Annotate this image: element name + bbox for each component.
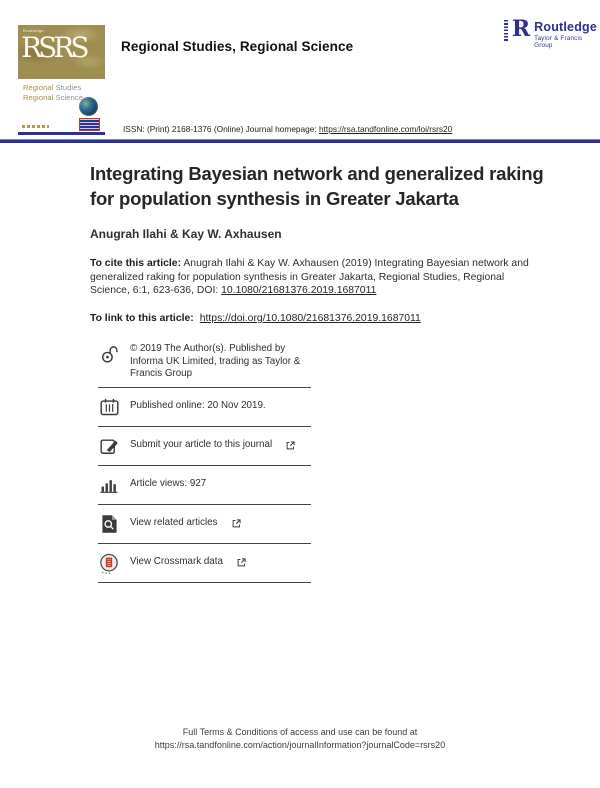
- article-meta-list: © 2019 The Author(s). Published by Infor…: [98, 341, 311, 583]
- doi-link[interactable]: 10.1080/21681376.2019.1687011: [221, 285, 377, 297]
- list-item-crossmark[interactable]: View Crossmark data: [98, 544, 311, 583]
- list-item-submit-article[interactable]: Submit your article to this journal: [98, 427, 311, 466]
- related-articles-link[interactable]: View related articles: [130, 517, 218, 529]
- related-articles-icon: [98, 513, 120, 534]
- cover-gold-band: Routledge RSRS: [18, 25, 105, 79]
- calendar-icon: [98, 397, 120, 416]
- submit-article-link[interactable]: Submit your article to this journal: [130, 439, 273, 451]
- list-item-copyright: © 2019 The Author(s). Published by Infor…: [98, 341, 311, 388]
- terms-footer-url: https://rsa.tandfonline.com/action/journ…: [154, 740, 446, 750]
- cover-acronym: RSRS: [21, 31, 90, 64]
- issn-text: ISSN: (Print) 2168-1376 (Online) Journal…: [123, 124, 320, 134]
- issn-homepage-line: ISSN: (Print) 2168-1376 (Online) Journal…: [123, 124, 452, 134]
- external-link-icon: [232, 515, 241, 533]
- bar-chart-icon: [98, 476, 120, 494]
- published-online-text: Published online: 20 Nov 2019.: [130, 400, 266, 412]
- terms-footer: Full Terms & Conditions of access and us…: [0, 726, 600, 752]
- link-label: To link to this article:: [90, 313, 194, 324]
- routledge-logo-name: Routledge: [534, 20, 598, 34]
- cite-label: To cite this article:: [90, 258, 182, 269]
- routledge-logo-strip: [504, 20, 508, 41]
- cover-bottom-band: [18, 132, 105, 135]
- routledge-r-icon: R: [511, 16, 531, 42]
- cover-imprint-label: Routledge: [23, 28, 44, 33]
- external-link-icon: [286, 437, 295, 455]
- article-views-text: Article views: 927: [130, 478, 207, 490]
- journal-title: Regional Studies, Regional Science: [121, 39, 354, 54]
- cover-small-print: [22, 125, 49, 128]
- list-item-related-articles[interactable]: View related articles: [98, 505, 311, 544]
- journal-cover-thumbnail: Routledge RSRS Regional Studies Regional…: [18, 25, 105, 135]
- open-access-icon: [98, 343, 120, 364]
- crossmark-link[interactable]: View Crossmark data: [130, 556, 223, 568]
- citation-block: To cite this article: Anugrah Ilahi & Ka…: [90, 257, 542, 298]
- globe-image: [79, 97, 98, 116]
- submit-article-icon: [98, 436, 120, 456]
- doi-url-link[interactable]: https://doi.org/10.1080/21681376.2019.16…: [199, 313, 421, 324]
- article-link-line: To link to this article: https://doi.org/…: [90, 313, 421, 324]
- header-divider-rule: [0, 139, 600, 143]
- routledge-logo-tagline: Taylor & Francis Group: [534, 35, 583, 49]
- list-item-article-views: Article views: 927: [98, 466, 311, 505]
- article-authors: Anugrah Ilahi & Kay W. Axhausen: [90, 227, 282, 241]
- article-title: Integrating Bayesian network and general…: [90, 163, 544, 209]
- cover-publisher-badge: [79, 118, 100, 131]
- crossmark-icon: [98, 552, 120, 574]
- cover-journal-name: Regional Studies Regional Science: [23, 83, 83, 102]
- terms-footer-text: Full Terms & Conditions of access and us…: [182, 727, 418, 737]
- cite-text: Anugrah Ilahi & Kay W. Axhausen (2019) I…: [90, 258, 529, 297]
- routledge-logo: R Routledge Taylor & Francis Group: [504, 16, 600, 49]
- journal-homepage-link[interactable]: https://rsa.tandfonline.com/loi/rsrs20: [319, 124, 453, 134]
- list-item-published-online: Published online: 20 Nov 2019.: [98, 388, 311, 427]
- copyright-text: © 2019 The Author(s). Published by Infor…: [130, 343, 301, 380]
- external-link-icon: [237, 554, 246, 572]
